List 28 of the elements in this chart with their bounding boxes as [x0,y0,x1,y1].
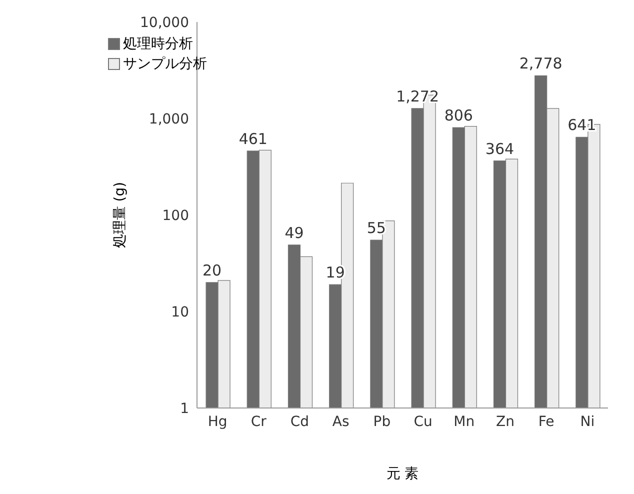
y-tick-label: 100 [162,208,189,224]
data-label: 20 [202,261,222,280]
x-tick-label: Ni [580,414,595,430]
x-tick-label: Fe [538,414,554,430]
x-tick-label: Hg [208,414,228,430]
data-label: 641 [568,116,596,134]
x-axis-title: 元 素 [386,466,419,482]
data-label: 461 [238,130,268,148]
y-tick-label: 10,000 [140,14,189,31]
y-axis-title: 処理量 (g) [112,182,128,248]
data-label: 2,778 [519,54,562,73]
y-tick-label: 10 [171,304,189,320]
x-tick-label: Pb [373,414,391,430]
y-tick-label: 1 [180,400,189,417]
x-tick-label: Cd [290,414,310,430]
data-label: 364 [485,140,514,158]
legend-label: サンプル分析 [123,55,207,74]
data-label: 49 [284,224,304,242]
x-tick-label: Cu [414,414,432,430]
x-tick-label: As [332,414,350,430]
x-tick-label: Mn [454,414,475,430]
data-label: 55 [366,219,386,238]
data-label: 1,272 [396,87,440,106]
x-tick-label: Cr [250,414,267,430]
y-tick-label: 1,000 [148,111,189,128]
data-label: 806 [444,106,473,125]
x-tick-label: Zn [496,414,514,430]
legend-label: 処理時分析 [123,35,193,54]
